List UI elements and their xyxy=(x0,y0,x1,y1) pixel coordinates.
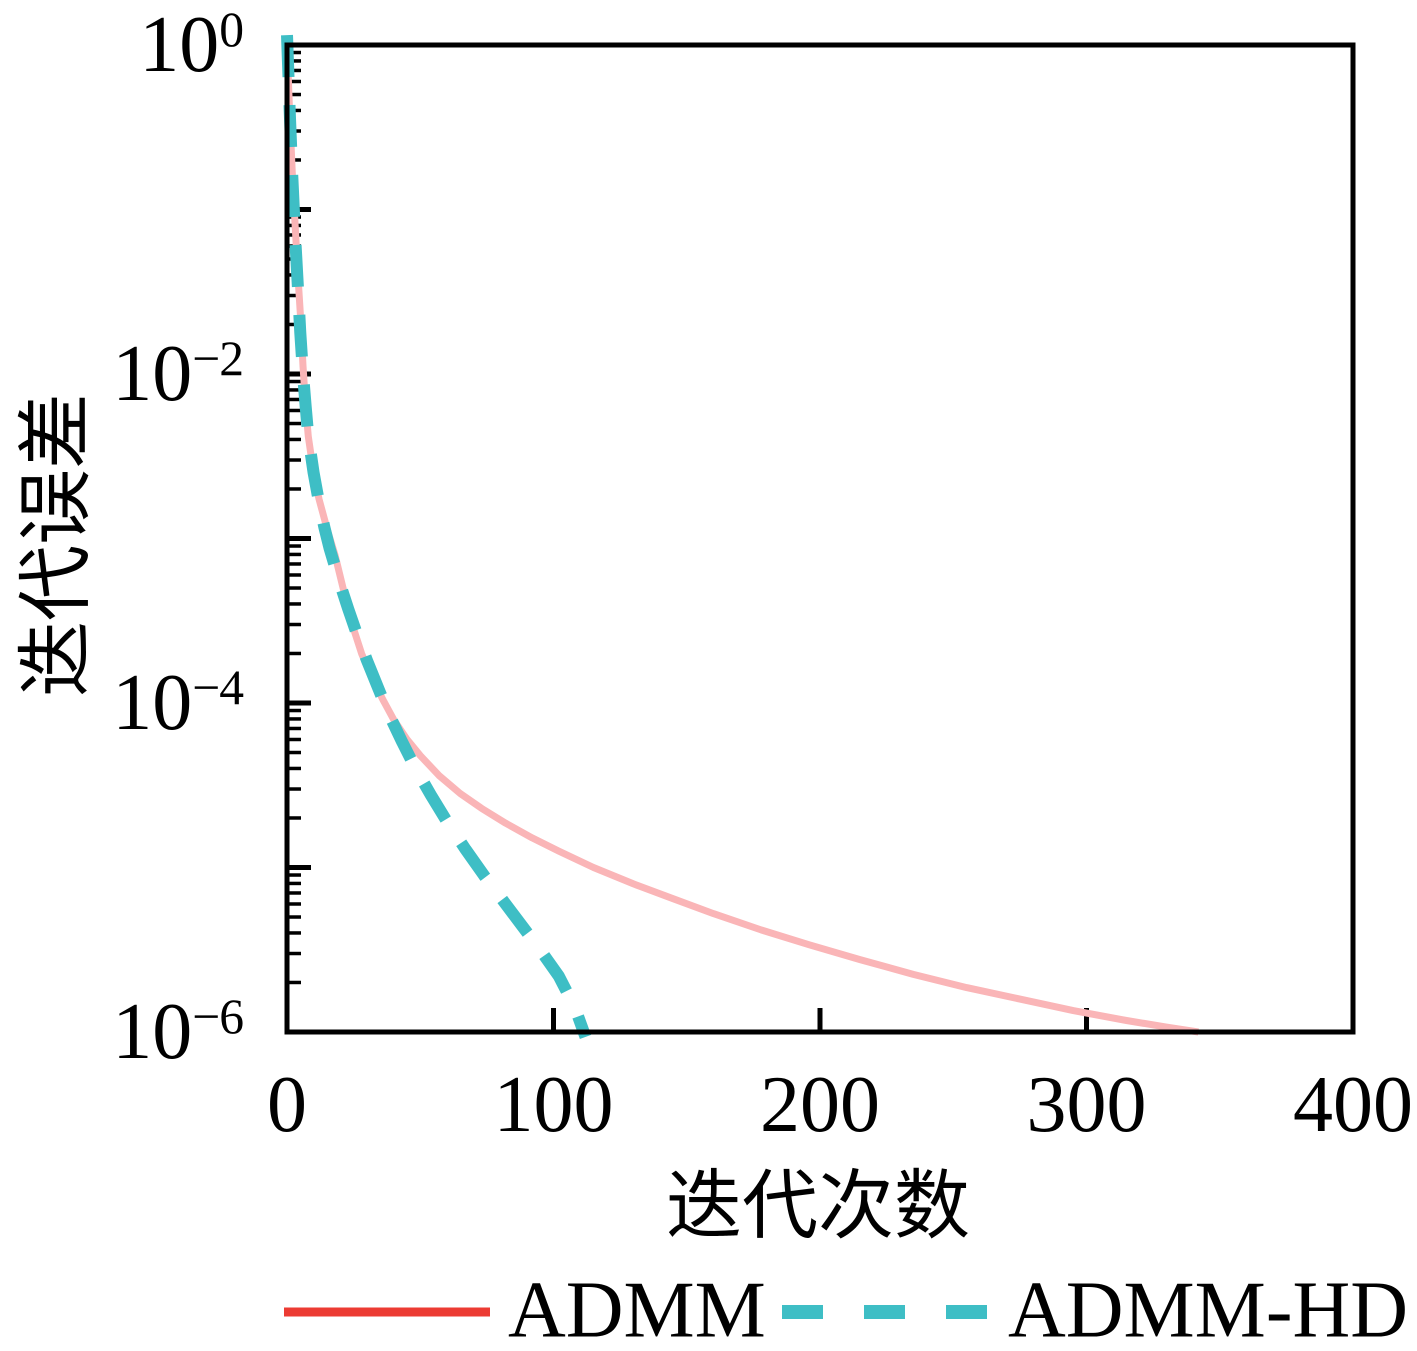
y-tick-exponent: 0 xyxy=(219,2,244,58)
y-tick-label-1e-2: 10−2 xyxy=(112,331,244,414)
y-tick-label-1e0: 100 xyxy=(139,2,244,85)
x-tick-label-200: 200 xyxy=(760,1061,880,1149)
x-tick-label-0: 0 xyxy=(267,1061,307,1149)
y-tick-exponent: −2 xyxy=(192,331,244,387)
y-tick-base: 10 xyxy=(112,330,193,418)
y-tick-base: 10 xyxy=(112,659,193,747)
x-axis-label: 迭代次数 xyxy=(666,1165,970,1249)
x-tick-label-300: 300 xyxy=(1026,1061,1147,1149)
legend-admm-swatch xyxy=(284,1307,490,1317)
y-tick-exponent: −4 xyxy=(192,660,244,716)
y-tick-base: 10 xyxy=(139,1,220,89)
legend-label-admm-hd: ADMM-HD xyxy=(1008,1266,1408,1351)
legend-admmhd-swatch xyxy=(782,1305,988,1319)
y-axis-label: 迭代误差 xyxy=(15,393,99,697)
legend-label-admm: ADMM xyxy=(508,1266,766,1351)
x-tick-label-400: 400 xyxy=(1293,1061,1413,1149)
y-tick-label-1e-6: 10−6 xyxy=(112,989,244,1072)
y-tick-label-1e-4: 10−4 xyxy=(112,660,244,743)
y-tick-base: 10 xyxy=(112,988,193,1076)
x-tick-label-100: 100 xyxy=(493,1061,614,1149)
y-tick-exponent: −6 xyxy=(192,989,244,1045)
